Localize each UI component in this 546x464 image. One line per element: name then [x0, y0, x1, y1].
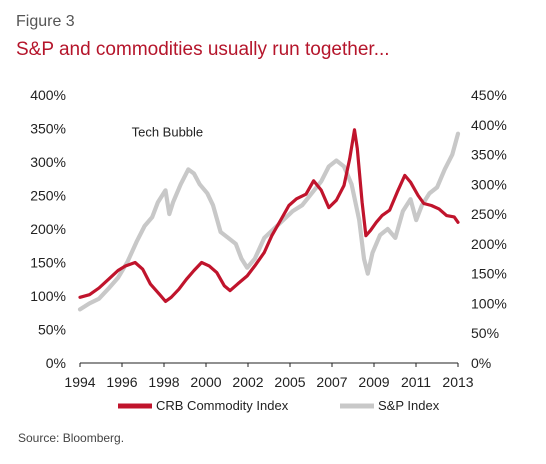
- x-tick-label: 2000: [190, 374, 221, 390]
- chart-title: S&P and commodities usually run together…: [16, 39, 390, 60]
- right-tick-label: 450%: [471, 87, 507, 103]
- right-tick-label: 50%: [471, 325, 499, 341]
- legend-label-sp: S&P Index: [378, 398, 440, 413]
- source-note: Source: Bloomberg.: [18, 431, 125, 445]
- x-tick-label: 1994: [64, 374, 95, 390]
- right-tick-label: 150%: [471, 266, 507, 282]
- right-axis-ticks: 0% 50% 100% 150% 200% 250% 300% 350% 400% 450%: [471, 87, 507, 371]
- right-tick-label: 300%: [471, 176, 507, 192]
- figure-label: Figure 3: [16, 13, 75, 30]
- left-tick-label: 100%: [30, 288, 66, 304]
- series-line-sp: [77, 131, 461, 312]
- legend: CRB Commodity Index S&P Index: [118, 398, 440, 413]
- left-tick-label: 400%: [30, 87, 66, 103]
- right-tick-label: 200%: [471, 236, 507, 252]
- right-tick-label: 250%: [471, 206, 507, 222]
- legend-label-crb: CRB Commodity Index: [156, 398, 289, 413]
- left-tick-label: 250%: [30, 188, 66, 204]
- x-tick-label: 1998: [148, 374, 179, 390]
- x-tick-label: 2013: [442, 374, 473, 390]
- right-tick-label: 350%: [471, 147, 507, 163]
- x-axis-ticks: 1994 1996 1998 2000 2002 2005 2007 2009 2011 2013: [64, 363, 474, 390]
- left-tick-label: 350%: [30, 121, 66, 137]
- x-tick-label: 2005: [274, 374, 305, 390]
- x-tick-label: 2009: [358, 374, 389, 390]
- left-tick-label: 0%: [46, 355, 66, 371]
- right-tick-label: 0%: [471, 355, 491, 371]
- x-tick-label: 2002: [232, 374, 263, 390]
- left-axis-ticks: 0% 50% 100% 150% 200% 250% 300% 350% 400%: [30, 87, 66, 371]
- tech-bubble-annotation: Tech Bubble: [132, 125, 204, 140]
- right-tick-label: 400%: [471, 117, 507, 133]
- x-tick-label: 2007: [316, 374, 347, 390]
- left-tick-label: 50%: [38, 322, 66, 338]
- x-tick-label: 2011: [401, 374, 431, 390]
- series-layer: [77, 128, 461, 312]
- left-tick-label: 300%: [30, 154, 66, 170]
- left-tick-label: 200%: [30, 221, 66, 237]
- x-tick-label: 1996: [106, 374, 137, 390]
- right-tick-label: 100%: [471, 295, 507, 311]
- series-line-crb: [78, 128, 460, 303]
- left-tick-label: 150%: [30, 255, 66, 271]
